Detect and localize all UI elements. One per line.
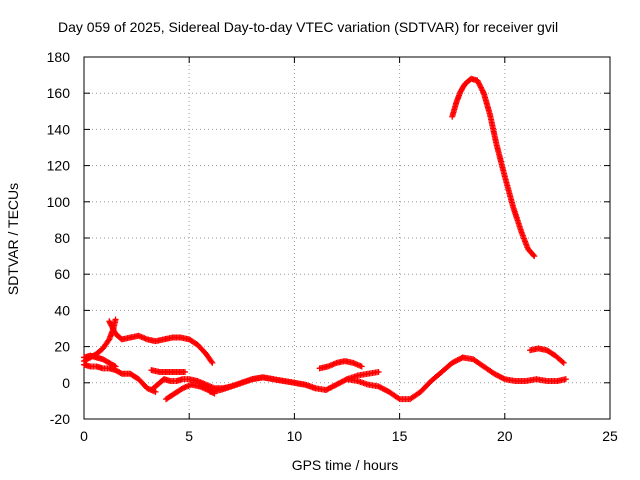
data-series: [449, 75, 538, 260]
data-point: [112, 316, 119, 323]
x-tick-label: 5: [185, 428, 193, 444]
data-series: [207, 374, 319, 395]
data-point: [560, 359, 567, 366]
y-tick-label: 0: [62, 375, 70, 391]
data-point: [531, 253, 538, 260]
y-tick-label: 140: [47, 121, 71, 137]
data-points: [81, 75, 569, 403]
data-point: [375, 368, 382, 375]
data-series: [459, 354, 569, 384]
x-tick-label: 0: [80, 428, 88, 444]
data-point: [559, 358, 566, 365]
y-tick-label: 20: [54, 339, 70, 355]
data-point: [209, 359, 216, 366]
x-tick-label: 25: [602, 428, 618, 444]
x-tick-label: 20: [497, 428, 513, 444]
data-point: [312, 385, 319, 392]
data-point: [117, 370, 124, 377]
y-tick-label: 120: [47, 158, 71, 174]
data-series: [81, 361, 159, 395]
data-point: [181, 368, 188, 375]
data-series: [322, 368, 382, 394]
data-series: [527, 345, 567, 366]
y-tick-label: 40: [54, 302, 70, 318]
y-tick-label: 180: [47, 49, 71, 65]
data-point: [530, 252, 537, 259]
data-point: [562, 376, 569, 383]
data-point: [395, 395, 402, 402]
plot-frame: [83, 56, 611, 420]
data-series: [344, 354, 466, 403]
axis-ticks: 0 5 10 15 20 25 -20 0 20 40 60 80 100 120 140 160 180: [47, 49, 618, 444]
data-series: [106, 318, 216, 366]
y-tick-label: 80: [54, 230, 70, 246]
y-tick-label: 100: [47, 194, 71, 210]
data-point: [208, 358, 215, 365]
x-axis-label: GPS time / hours: [292, 457, 399, 473]
data-series: [316, 358, 365, 372]
data-point: [152, 388, 159, 395]
data-point: [358, 363, 365, 370]
y-axis-label: SDTVAR / TECUs: [5, 183, 21, 295]
x-tick-label: 10: [287, 428, 303, 444]
data-point: [500, 375, 507, 382]
data-series: [148, 367, 188, 375]
y-tick-label: 60: [54, 266, 70, 282]
chart-title: Day 059 of 2025, Sidereal Day-to-day VTE…: [58, 19, 558, 35]
grid-lines: [84, 57, 610, 419]
x-tick-label: 15: [392, 428, 408, 444]
y-tick-label: 160: [47, 85, 71, 101]
y-tick-label: -20: [50, 411, 70, 427]
data-series: [81, 352, 119, 370]
